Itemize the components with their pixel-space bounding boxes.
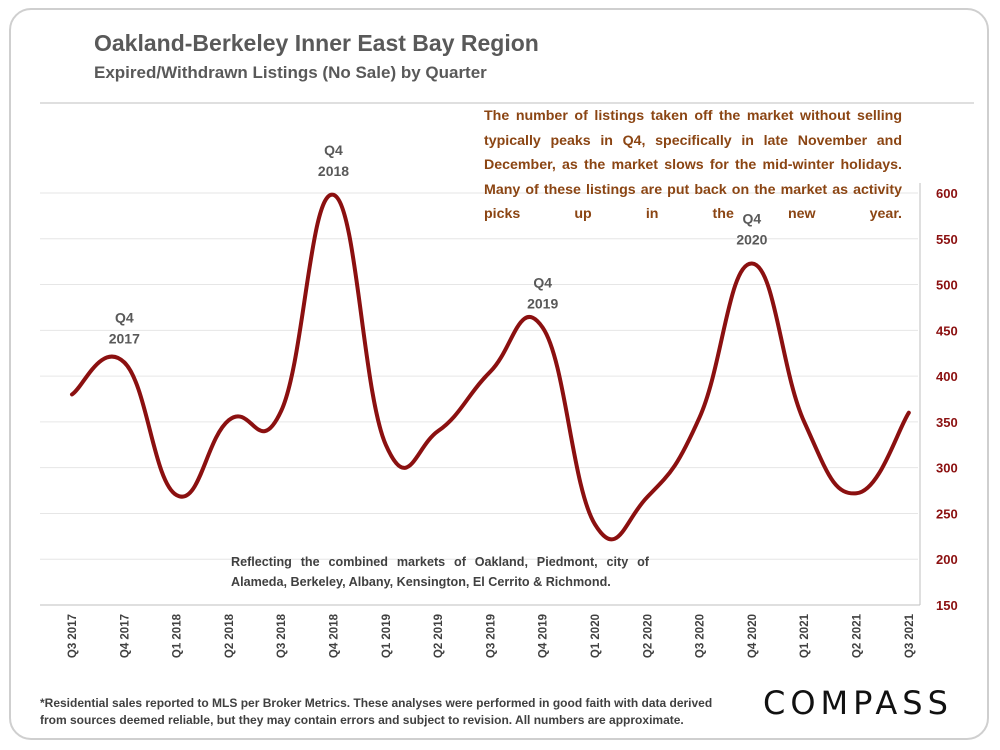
chart-frame <box>9 8 989 740</box>
y-tick-label: 600 <box>936 186 958 201</box>
y-tick-label: 150 <box>936 598 958 613</box>
markets-note: Reflecting the combined markets of Oakla… <box>231 555 649 589</box>
y-tick-label: 550 <box>936 232 958 247</box>
x-tick-label: Q1 2018 <box>172 613 184 658</box>
x-tick-label: Q4 2020 <box>747 614 759 658</box>
page-title: Oakland-Berkeley Inner East Bay Region <box>94 30 539 56</box>
x-tick-label: Q2 2018 <box>224 613 236 658</box>
page-subtitle: Expired/Withdrawn Listings (No Sale) by … <box>94 63 487 82</box>
y-tick-label: 350 <box>936 415 958 430</box>
x-tick-label: Q4 2017 <box>119 614 131 658</box>
peak-annotation-year: 2017 <box>109 330 140 346</box>
x-tick-label: Q2 2021 <box>852 613 864 658</box>
compass-logo: COMPASS <box>763 684 953 722</box>
series-line <box>70 192 911 542</box>
x-tick-label: Q4 2018 <box>329 613 341 658</box>
x-tick-label: Q3 2019 <box>485 614 497 658</box>
peak-annotation-year: 2019 <box>527 296 558 312</box>
x-tick-label: Q3 2021 <box>904 613 916 658</box>
x-tick-label: Q1 2020 <box>590 614 602 658</box>
commentary-note: The number of listings taken off the mar… <box>484 108 902 222</box>
y-tick-label: 200 <box>936 552 958 567</box>
peak-annotation-quarter: Q4 <box>115 309 134 325</box>
y-tick-label: 300 <box>936 461 958 476</box>
x-tick-label: Q1 2019 <box>381 614 393 658</box>
peak-annotation-year: 2018 <box>318 163 349 179</box>
x-tick-label: Q2 2019 <box>433 614 445 658</box>
x-tick-label: Q1 2021 <box>799 613 811 658</box>
x-tick-label: Q3 2018 <box>276 613 288 658</box>
x-tick-label: Q4 2019 <box>538 614 550 658</box>
y-tick-label: 450 <box>936 323 958 338</box>
y-tick-label: 500 <box>936 278 958 293</box>
x-tick-label: Q3 2017 <box>67 614 79 658</box>
x-tick-label: Q3 2020 <box>695 614 707 658</box>
x-tick-label: Q2 2020 <box>642 614 654 658</box>
peak-annotation-quarter: Q4 <box>743 210 762 226</box>
peak-annotation-quarter: Q4 <box>533 275 552 291</box>
peak-annotation-quarter: Q4 <box>324 142 343 158</box>
y-tick-label: 250 <box>936 506 958 521</box>
y-tick-label: 400 <box>936 369 958 384</box>
peak-annotation-year: 2020 <box>736 231 767 247</box>
footnote: *Residential sales reported to MLS per B… <box>40 696 713 727</box>
